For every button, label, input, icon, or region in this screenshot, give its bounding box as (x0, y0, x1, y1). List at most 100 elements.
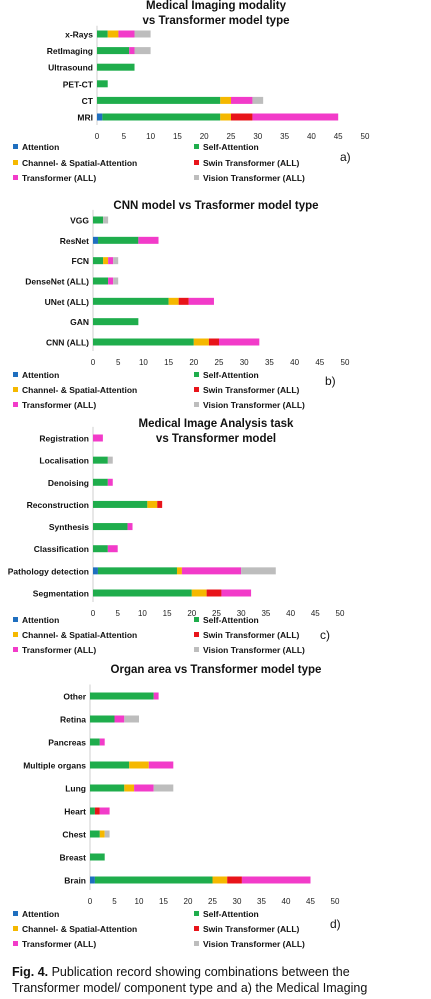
category-label: Segmentation (33, 589, 89, 599)
bar-segment (104, 830, 110, 838)
bar-segment (93, 236, 99, 244)
bar-segment (99, 738, 105, 746)
category-label: Breast (60, 853, 87, 863)
legend-label: Vision Transformer (ALL) (203, 645, 305, 655)
bar-segment (93, 500, 148, 508)
x-tick-label: 35 (257, 897, 266, 906)
legend-swatch (13, 926, 18, 931)
bar-segment (148, 761, 174, 769)
legend-label: Attention (22, 142, 59, 152)
bar-segment (93, 545, 108, 553)
legend-label: Self-Attention (203, 909, 259, 919)
panel-label: b) (325, 374, 336, 388)
bar-segment (93, 216, 104, 224)
legend-swatch (194, 617, 199, 622)
bar-segment (227, 876, 242, 884)
legend-swatch (194, 144, 199, 149)
bar-segment (97, 80, 108, 88)
chart-title: Organ area vs Transformer model type (111, 664, 322, 676)
legend-swatch (194, 911, 199, 916)
x-tick-label: 50 (341, 358, 350, 367)
legend-swatch (13, 372, 18, 377)
bar-segment (129, 761, 149, 769)
legend-swatch (194, 402, 199, 407)
bar-segment (129, 47, 135, 55)
legend-label: Channel- & Spatial-Attention (22, 630, 137, 640)
x-tick-label: 35 (265, 358, 274, 367)
bar-segment (97, 47, 130, 55)
bar-segment (99, 830, 105, 838)
x-tick-label: 20 (200, 132, 209, 141)
legend-label: Vision Transformer (ALL) (203, 400, 305, 410)
x-tick-label: 0 (95, 132, 100, 141)
bar-segment (118, 30, 135, 38)
bar-segment (97, 113, 103, 121)
bar-segment (90, 738, 100, 746)
bar-segment (93, 589, 192, 597)
legend-swatch (194, 926, 199, 931)
category-label: Retina (60, 715, 86, 725)
bar-segment (90, 830, 100, 838)
bar-segment (107, 456, 113, 464)
category-label: Localisation (39, 456, 89, 466)
bar-segment (93, 456, 108, 464)
x-tick-label: 30 (237, 609, 246, 618)
x-tick-label: 25 (227, 132, 236, 141)
bar-segment (113, 277, 119, 285)
bar-segment (94, 807, 100, 815)
caption-label: Fig. 4. (12, 965, 52, 979)
bar-segment (94, 876, 213, 884)
x-tick-label: 5 (122, 132, 127, 141)
x-tick-label: 30 (253, 132, 262, 141)
bar-segment (97, 63, 135, 71)
legend-swatch (194, 372, 199, 377)
x-tick-label: 0 (91, 609, 96, 618)
category-label: Chest (62, 830, 86, 840)
panel-label: d) (330, 917, 341, 931)
bar-segment (220, 96, 231, 104)
legend-label: Transformer (ALL) (22, 645, 96, 655)
caption-line-2: Transformer model/ component type and a)… (12, 981, 367, 995)
category-label: GAN (70, 317, 89, 327)
bar-segment (124, 784, 135, 792)
bar-segment (114, 715, 125, 723)
bar-segment (127, 523, 133, 531)
chart-panel-a: Medical Imaging modality vs Transformer m… (13, 0, 370, 183)
legend-label: Swin Transformer (ALL) (203, 158, 300, 168)
legend-label: Self-Attention (203, 615, 259, 625)
bar-segment (188, 297, 214, 305)
bar-segment (93, 338, 194, 346)
bar-segment (103, 216, 109, 224)
legend-label: Vision Transformer (ALL) (203, 939, 305, 949)
category-label: ResNet (60, 236, 89, 246)
bar-segment (220, 113, 231, 121)
bar-segment (212, 876, 228, 884)
bar-segment (241, 876, 311, 884)
bar-segment (90, 784, 125, 792)
bar-segment (208, 338, 219, 346)
bar-segment (221, 589, 252, 597)
category-label: MRI (77, 113, 93, 123)
legend-swatch (13, 632, 18, 637)
category-label: Other (63, 692, 86, 702)
x-tick-label: 50 (336, 609, 345, 618)
category-label: Pathology detection (8, 566, 89, 576)
legend-label: Self-Attention (203, 142, 259, 152)
category-label: FCN (72, 256, 89, 266)
bar-segment (113, 257, 119, 265)
x-tick-label: 35 (261, 609, 270, 618)
x-tick-label: 35 (280, 132, 289, 141)
bar-segment (103, 257, 109, 265)
bar-segment (181, 567, 242, 575)
category-label: CNN (ALL) (46, 338, 89, 348)
chart-title: Medical Image Analysis task (139, 418, 295, 430)
x-tick-label: 15 (163, 609, 172, 618)
x-tick-label: 50 (361, 132, 370, 141)
category-label: UNet (ALL) (45, 297, 90, 307)
x-tick-label: 30 (240, 358, 249, 367)
bar-segment (153, 784, 174, 792)
legend-swatch (13, 175, 18, 180)
bar-segment (193, 338, 209, 346)
bar-segment (206, 589, 222, 597)
bar-segment (93, 434, 103, 442)
